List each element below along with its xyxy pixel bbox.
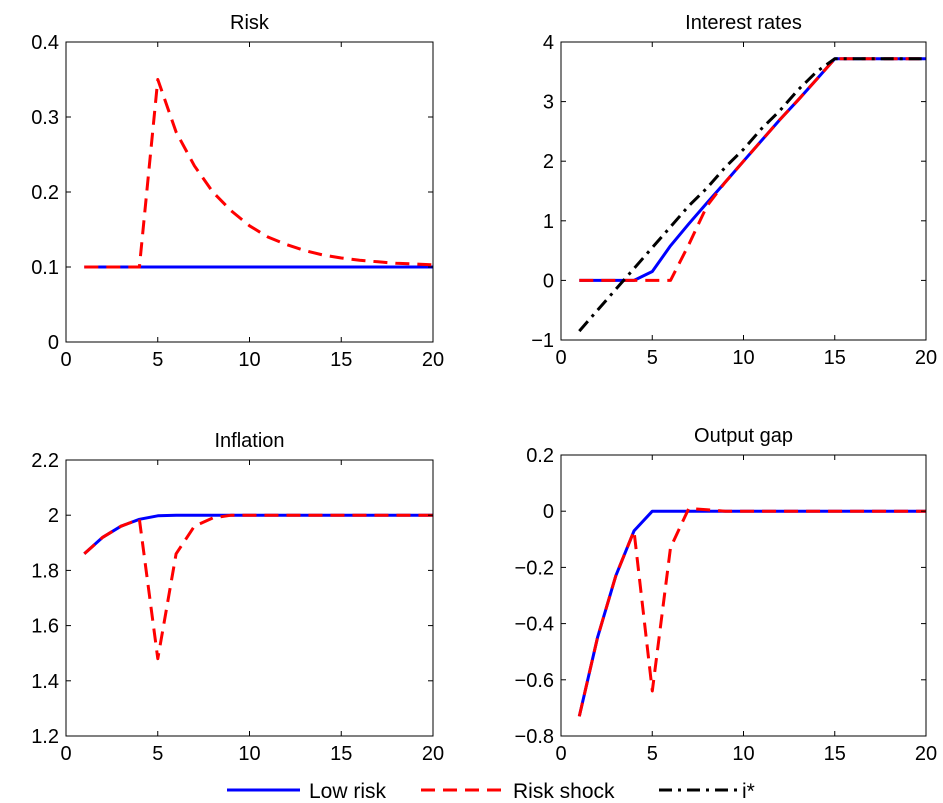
chart-title: Output gap: [694, 425, 793, 447]
x-tick-label: 10: [732, 347, 754, 369]
y-tick-label: −0.4: [515, 614, 554, 636]
chart-panel-risk: Risk 0 5 10 15 20 0 0.1 0.2 0.3 0.4: [31, 12, 444, 371]
plot-area: [66, 460, 433, 736]
x-tick-label: 20: [422, 743, 444, 765]
chart-panel-output-gap: Output gap 0 5 10 15 20 −0.8 −0.6 −0.4 −0.2 0 0.2: [515, 425, 938, 765]
chart-title: Inflation: [214, 430, 284, 452]
y-tick-label: 1.2: [31, 726, 59, 748]
chart-title: Risk: [230, 12, 270, 34]
series-line-risk-shock: [83, 513, 433, 661]
x-tick-label: 10: [238, 349, 260, 371]
series-line-i: [578, 57, 926, 333]
y-tick-label: 1.8: [31, 560, 59, 582]
plot-area: [561, 42, 926, 340]
y-tick-label: 0.4: [31, 32, 59, 54]
x-tick-label: 20: [915, 743, 937, 765]
axes-frame: [65, 41, 434, 343]
y-tick-label: 2: [48, 505, 59, 527]
series-line-risk-shock: [577, 506, 926, 717]
y-tick-label: −0.6: [515, 670, 554, 692]
y-tick-label: 0.2: [526, 445, 554, 467]
x-tick-label: 20: [915, 347, 937, 369]
x-tick-label: 0: [60, 743, 71, 765]
x-tick-label: 15: [330, 349, 352, 371]
x-tick-label: 5: [152, 743, 163, 765]
y-tick-label: 0.1: [31, 257, 59, 279]
x-tick-label: 15: [824, 347, 846, 369]
y-tick-label: 0.3: [31, 107, 59, 129]
x-tick-label: 0: [555, 347, 566, 369]
y-tick-label: 1: [543, 211, 554, 233]
x-tick-label: 10: [238, 743, 260, 765]
legend-label: Risk shock: [513, 780, 615, 803]
plot-area: [66, 42, 433, 342]
y-tick-label: 3: [543, 92, 554, 114]
legend-item-risk-shock: Risk shock: [421, 780, 615, 803]
x-tick-label: 15: [330, 743, 352, 765]
y-tick-label: −1: [531, 330, 554, 352]
legend-label: Low risk: [309, 780, 387, 803]
x-tick-label: 5: [647, 743, 658, 765]
x-tick-label: 15: [824, 743, 846, 765]
y-tick-label: 2: [543, 151, 554, 173]
legend-item-low-risk: Low risk: [227, 780, 387, 803]
y-tick-label: 0: [543, 501, 554, 523]
y-tick-label: 1.6: [31, 616, 59, 638]
x-tick-label: 0: [555, 743, 566, 765]
y-tick-label: 2.2: [31, 450, 59, 472]
x-tick-label: 0: [60, 349, 71, 371]
chart-panel-inflation: Inflation 0 5 10 15 20 1.2 1.4 1.6 1.8 2 2.2: [31, 430, 444, 765]
x-tick-label: 5: [647, 347, 658, 369]
chart-title: Interest rates: [685, 12, 802, 34]
x-tick-label: 10: [732, 743, 754, 765]
legend-label: i*: [742, 780, 755, 803]
x-tick-label: 20: [422, 349, 444, 371]
axes-frame: [560, 454, 927, 737]
series-line-risk-shock: [579, 57, 926, 282]
y-tick-label: 0: [543, 270, 554, 292]
y-tick-label: 4: [543, 32, 554, 54]
axes-frame: [65, 459, 434, 737]
y-tick-label: −0.8: [515, 726, 554, 748]
series-line-risk-shock: [84, 78, 433, 269]
legend: Low risk Risk shock i*: [227, 780, 755, 803]
legend-item-i: i*: [659, 780, 755, 803]
y-tick-label: −0.2: [515, 557, 554, 579]
axes-frame: [560, 41, 927, 341]
plot-area: [561, 455, 926, 736]
y-tick-label: 0.2: [31, 182, 59, 204]
y-tick-label: 0: [48, 332, 59, 354]
y-tick-label: 1.4: [31, 671, 59, 693]
x-tick-label: 5: [152, 349, 163, 371]
